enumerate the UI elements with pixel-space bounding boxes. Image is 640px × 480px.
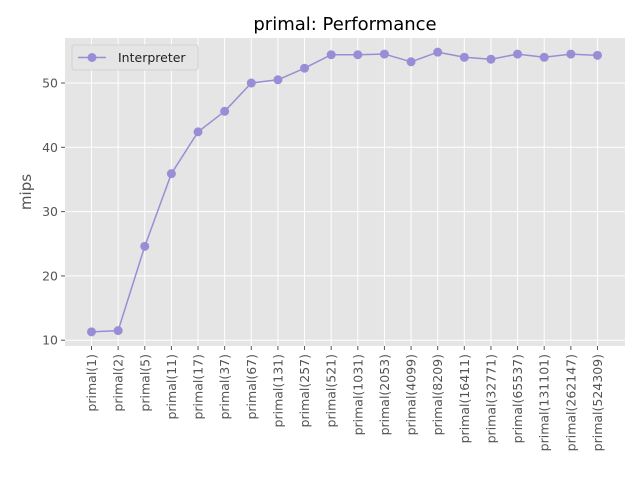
series-line [91, 51, 598, 333]
x-tick-label: primal(8209) [430, 354, 445, 435]
x-tick-label: primal(131) [270, 354, 285, 427]
x-tick-label: primal(67) [244, 354, 259, 420]
legend-box [71, 44, 199, 71]
data-point [300, 63, 310, 73]
data-point [246, 78, 256, 88]
data-point [433, 47, 443, 57]
x-tick-label: primal(524309) [590, 354, 605, 451]
x-tick-label: primal(257) [297, 354, 312, 427]
data-point [353, 50, 363, 60]
x-tick-label: primal(5) [137, 354, 152, 412]
x-tick-label: primal(11) [164, 354, 179, 420]
data-point [539, 52, 549, 62]
x-axis-ticks: primal(1) primal(2) primal(5) primal(11) pri… [84, 346, 605, 451]
data-point [566, 49, 576, 59]
plot-area [65, 38, 625, 346]
x-tick-label: primal(32771) [483, 354, 498, 443]
data-point [140, 241, 150, 251]
y-tick-label: 10 [42, 333, 58, 348]
y-axis-ticks: 10 20 30 40 50 [42, 76, 65, 348]
data-point [513, 49, 523, 59]
data-point [113, 326, 123, 336]
x-tick-label: primal(131101) [537, 354, 552, 451]
data-point [220, 106, 230, 116]
y-tick-label: 30 [42, 204, 58, 219]
data-point [326, 50, 336, 60]
x-tick-label: primal(262147) [563, 354, 578, 451]
grid-lines [65, 38, 625, 346]
legend: Interpreter [71, 44, 199, 71]
data-point [592, 50, 602, 60]
x-tick-label: primal(37) [217, 354, 232, 420]
chart-title: primal: Performance [253, 14, 436, 35]
y-tick-label: 20 [42, 268, 58, 283]
x-tick-label: primal(2) [111, 354, 126, 412]
data-point [166, 169, 176, 179]
x-tick-label: primal(16411) [457, 354, 472, 443]
series-group [87, 47, 602, 337]
data-point [273, 75, 283, 85]
x-tick-label: primal(65537) [510, 354, 525, 443]
y-tick-label: 40 [42, 140, 58, 155]
data-point [486, 54, 496, 64]
x-tick-label: primal(2053) [377, 354, 392, 435]
data-point [406, 57, 416, 67]
x-tick-label: primal(4099) [404, 354, 419, 435]
x-tick-label: primal(1) [84, 354, 99, 412]
data-point [87, 327, 96, 337]
x-tick-label: primal(1031) [350, 354, 365, 435]
legend-marker [87, 53, 97, 62]
y-tick-label: 50 [42, 76, 58, 91]
data-point [459, 52, 469, 62]
y-axis-label: mips [17, 174, 35, 210]
x-tick-label: primal(521) [324, 354, 339, 427]
data-point [379, 49, 389, 59]
x-tick-label: primal(17) [191, 354, 206, 420]
legend-label-interpreter: Interpreter [118, 50, 186, 65]
data-point [193, 127, 203, 137]
